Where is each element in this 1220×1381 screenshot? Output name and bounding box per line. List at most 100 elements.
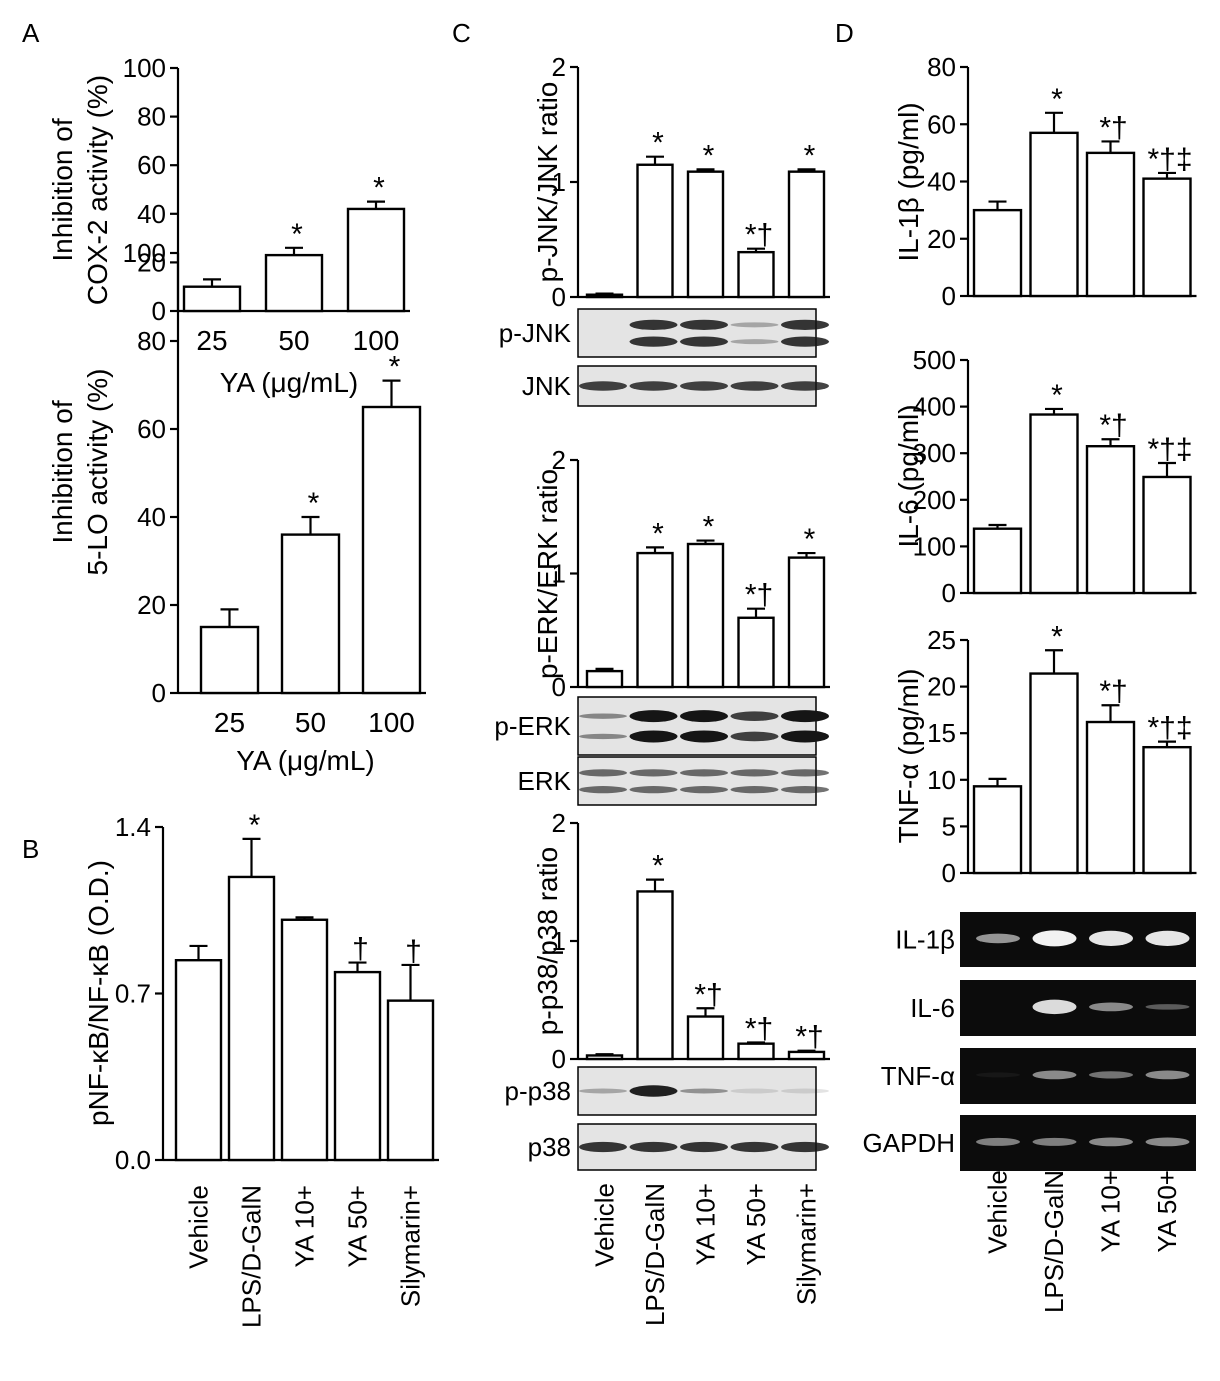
category-label: YA 10+ (691, 1183, 721, 1266)
blot-band (730, 1141, 779, 1153)
bar (636, 163, 674, 299)
bar (787, 170, 826, 299)
significance-mark: * (652, 127, 664, 160)
bar (361, 405, 422, 695)
y-tick-label: 80 (927, 52, 956, 82)
significance-mark: *† (745, 219, 773, 252)
gel-band (1032, 1137, 1077, 1146)
x-axis-label: YA (μg/mL) (220, 367, 359, 398)
significance-mark: * (1051, 83, 1063, 116)
blot-strip (577, 756, 817, 806)
bar (686, 1015, 725, 1061)
x-axis-label: YA (μg/mL) (236, 745, 375, 776)
chart-d2: 0 100 200 300 400 500 IL-6 (pg/ml) * *† *†‡ (893, 345, 1197, 608)
significance-mark: † (352, 933, 369, 966)
gel-strip (960, 980, 1196, 1036)
gel-band (976, 933, 1020, 944)
gel-band (976, 1072, 1020, 1078)
significance-mark: *† (694, 978, 722, 1011)
blot-band (781, 769, 829, 777)
significance-mark: *† (795, 1021, 823, 1054)
y-tick-label: 40 (137, 199, 166, 229)
bar (585, 293, 624, 299)
significance-mark: * (652, 850, 664, 883)
gel-band (1089, 930, 1133, 947)
category-label: Silymarin+ (396, 1185, 426, 1307)
blot-band (730, 339, 779, 345)
blot-band (781, 381, 829, 391)
blot-strip (577, 696, 817, 756)
y-tick-label: 0 (552, 282, 566, 312)
y-tick-label: 500 (913, 345, 956, 375)
chart-c3: 0 1 2 p-p38/p38 ratio Vehicle * LPS/D-GalN *† YA… (532, 808, 830, 1326)
y-tick-label: 0.7 (115, 979, 151, 1009)
blot-band (629, 319, 678, 330)
y-tick-label: 20 (137, 590, 166, 620)
category-label: LPS/D-GalN (1039, 1170, 1069, 1313)
gel-band (1145, 1004, 1190, 1010)
y-tick-label: 5 (942, 811, 956, 841)
significance-mark: * (652, 517, 664, 550)
significance-mark: *†‡ (1147, 433, 1192, 466)
bar (333, 970, 382, 1162)
bar (636, 551, 674, 689)
chart-c1: 0 1 2p-JNK/JNK ratio * * *† * C (452, 18, 830, 312)
blot-band (730, 786, 779, 794)
gel-band (1089, 1002, 1133, 1012)
bar (386, 999, 435, 1162)
blot-band (730, 322, 779, 328)
bar (174, 959, 223, 1162)
blot-band (680, 710, 728, 723)
category-label: YA 50+ (741, 1183, 771, 1266)
gel-band (1145, 1137, 1190, 1147)
y-tick-label: 200 (913, 485, 956, 515)
category-label: YA 50+ (1152, 1170, 1182, 1253)
y-tick-label: 100 (913, 531, 956, 561)
y-tick-label: 100 (123, 238, 166, 268)
blot-band (629, 1085, 678, 1097)
y-tick-label: 40 (927, 167, 956, 197)
category-label: Silymarin+ (792, 1183, 822, 1305)
blot-band (730, 711, 779, 721)
blot-band (781, 710, 829, 723)
bar (737, 1042, 775, 1061)
y-tick-label: 80 (137, 102, 166, 132)
blot-band (730, 731, 779, 742)
blot-band (629, 710, 678, 723)
y-axis-label: COX-2 activity (%) (82, 75, 113, 305)
bar (1142, 475, 1192, 595)
y-tick-label: 100 (123, 53, 166, 83)
y-tick-label: 10 (927, 765, 956, 795)
y-tick-label: 20 (927, 224, 956, 254)
bar (686, 170, 725, 299)
y-tick-label: 15 (927, 718, 956, 748)
y-tick-label: 0 (552, 1044, 566, 1074)
y-axis-label: p-JNK/JNK ratio (532, 82, 563, 283)
gel-band (976, 1137, 1020, 1146)
bar (280, 918, 329, 1162)
gel-band (1032, 930, 1077, 947)
blot-label: p-ERK (494, 711, 571, 741)
blot-band (629, 1141, 678, 1153)
category-label: 50 (295, 707, 326, 738)
y-tick-label: 40 (137, 502, 166, 532)
bar (737, 250, 775, 299)
blot-band (730, 769, 779, 777)
western-blot-panel: p-JNK JNK p-ERK ERK p-p38 p38 (494, 308, 829, 1171)
bar (636, 890, 674, 1061)
significance-mark: * (249, 809, 261, 842)
bar (346, 207, 406, 313)
bar (1029, 413, 1079, 595)
bar (1085, 445, 1136, 595)
bar (182, 285, 242, 313)
y-tick-label: 2 (552, 808, 566, 838)
blot-label: p-p38 (505, 1076, 572, 1106)
category-label: 100 (353, 325, 400, 356)
chart-a2: 0 20 40 60 80 100 Inhibition of 5-LO activity (… (47, 238, 426, 776)
blot-band (781, 319, 829, 330)
blot-band (629, 336, 678, 347)
panel-letter: D (835, 18, 854, 48)
blot-label: p38 (528, 1132, 571, 1162)
blot-band (579, 769, 627, 777)
